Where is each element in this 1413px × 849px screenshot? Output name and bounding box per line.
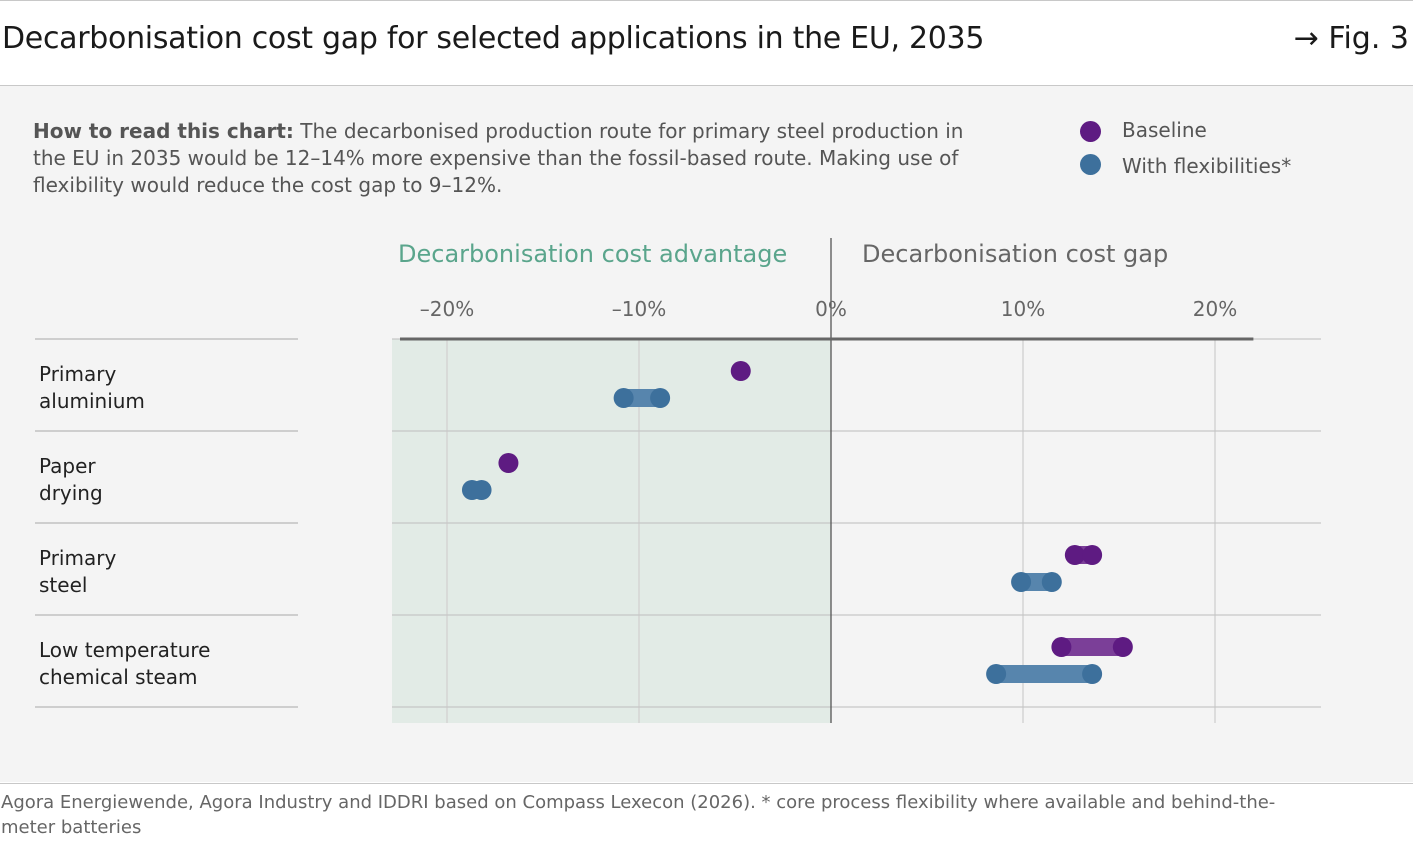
range-min-point-flex (986, 664, 1007, 684)
x-tick-label: 0% (815, 297, 847, 321)
row-label: Paper drying (39, 454, 103, 505)
source-note: Agora Energiewende, Agora Industry and I… (1, 792, 1276, 838)
legend-label-baseline: Baseline (1122, 118, 1207, 142)
range-min-point-baseline (730, 361, 751, 381)
range-max-point-flex (1041, 572, 1062, 592)
cost-gap-header: Decarbonisation cost gap (862, 240, 1169, 268)
range-max-point-flex (650, 388, 671, 408)
range-bar-baseline (1061, 638, 1123, 656)
row-label: Primary aluminium (39, 362, 145, 413)
range-min-point-baseline (498, 453, 519, 473)
top-rule (0, 0, 1413, 1)
legend-label-flex: With flexibilities* (1122, 154, 1292, 178)
legend-swatch-flex (1080, 154, 1101, 175)
how-to-read-lead: How to read this chart: (33, 119, 294, 143)
x-tick-label: –20% (420, 297, 474, 321)
cost-advantage-header: Decarbonisation cost advantage (398, 240, 788, 268)
range-min-point-flex (1011, 572, 1032, 592)
range-min-point-flex (613, 388, 634, 408)
how-to-read-note: How to read this chart: The decarbonised… (33, 118, 993, 199)
range-max-point-flex (1082, 664, 1103, 684)
row-label: Low temperature chemical steam (39, 638, 211, 689)
range-max-point-baseline (1112, 637, 1133, 657)
chart-title: Decarbonisation cost gap for selected ap… (2, 21, 985, 56)
figure-reference: → Fig. 3 (1293, 21, 1409, 56)
how-to-read-text: The decarbonised production route for pr… (33, 119, 964, 197)
range-max-point-baseline (1082, 545, 1103, 565)
figure-header: Decarbonisation cost gap for selected ap… (0, 1, 1413, 86)
row-label: Primary steel (39, 546, 117, 597)
range-max-point-flex (471, 480, 492, 500)
range-min-point-baseline (1051, 637, 1072, 657)
range-bar-flex (623, 389, 661, 407)
footer-rule (0, 783, 1413, 784)
range-min-point-baseline (1064, 545, 1085, 565)
x-tick-label: 20% (1193, 297, 1237, 321)
cost-advantage-region (392, 339, 831, 723)
x-tick-label: –10% (612, 297, 666, 321)
x-tick-label: 10% (1001, 297, 1045, 321)
range-bar-flex (996, 665, 1093, 683)
legend-swatch-baseline (1080, 121, 1101, 142)
